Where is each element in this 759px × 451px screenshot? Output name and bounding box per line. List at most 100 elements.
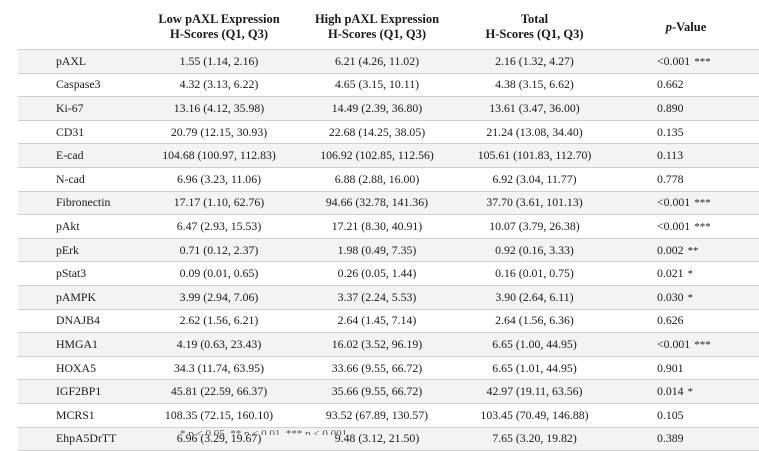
p-value: 0.030: [657, 289, 684, 304]
low-hscore-cell: 0.71 (0.12, 2.37): [140, 238, 298, 263]
row-label: CD31: [18, 120, 140, 145]
table-footnote: * p < 0.05, ** p < 0.01, *** p < 0.001: [180, 428, 348, 435]
header-total-line2: H-Scores (Q1, Q3): [485, 27, 584, 41]
row-label: EhpA5DrTT: [18, 427, 140, 451]
high-hscore-cell: 94.66 (32.78, 141.36): [298, 191, 456, 216]
header-high-line2: H-Scores (Q1, Q3): [327, 27, 427, 41]
hscore-table: Low pAXL Expression H-Scores (Q1, Q3) Hi…: [18, 6, 759, 451]
header-high-line1: High pAXL Expression: [314, 12, 440, 26]
table-row: EhpA5DrTT 6.96 (3.29, 19.67) 9.48 (3.12, 2…: [18, 427, 759, 451]
header-p-italic: p: [665, 19, 672, 34]
row-label: N-cad: [18, 167, 140, 192]
header-total-line1: Total: [520, 12, 549, 26]
low-hscore-cell: 45.81 (22.59, 66.37): [140, 379, 298, 404]
p-value-cell: 0.778: [613, 167, 759, 192]
table-row: MCRS1 108.35 (72.15, 160.10) 93.52 (67.89,…: [18, 403, 759, 428]
row-label: pAkt: [18, 214, 140, 239]
p-value: <0.001: [657, 336, 691, 351]
p-value-cell: 0.030 *: [613, 285, 759, 310]
p-value-cell: 0.890: [613, 96, 759, 121]
low-hscore-cell: 20.79 (12.15, 30.93): [140, 120, 298, 145]
header-total: Total H-Scores (Q1, Q3): [456, 6, 613, 50]
table-row: N-cad 6.96 (3.23, 11.06) 6.88 (2.88, 16.00…: [18, 167, 759, 192]
p-value-cell: 0.021 *: [613, 261, 759, 286]
row-label: DNAJB4: [18, 309, 140, 334]
high-hscore-cell: 17.21 (8.30, 40.91): [298, 214, 456, 239]
p-value-cell: 0.626: [613, 309, 759, 334]
high-hscore-cell: 1.98 (0.49, 7.35): [298, 238, 456, 263]
p-value: 0.389: [657, 431, 684, 446]
p-value: 0.778: [657, 171, 684, 186]
row-label: pAMPK: [18, 285, 140, 310]
p-value-cell: 0.389: [613, 427, 759, 451]
table-body: pAXL 1.55 (1.14, 2.16) 6.21 (4.26, 11.02) 2…: [18, 49, 759, 451]
total-hscore-cell: 103.45 (70.49, 146.88): [456, 403, 613, 428]
low-hscore-cell: 17.17 (1.10, 62.76): [140, 191, 298, 216]
total-hscore-cell: 105.61 (101.83, 112.70): [456, 143, 613, 168]
low-hscore-cell: 1.55 (1.14, 2.16): [140, 49, 298, 74]
p-value-cell: 0.105: [613, 403, 759, 428]
table-row: Ki-67 13.16 (4.12, 35.98) 14.49 (2.39, 36.…: [18, 96, 759, 121]
row-label: IGF2BP1: [18, 379, 140, 404]
total-hscore-cell: 10.07 (3.79, 26.38): [456, 214, 613, 239]
row-label: E-cad: [18, 143, 140, 168]
p-value: <0.001: [657, 195, 691, 210]
header-low-line1: Low pAXL Expression: [158, 12, 280, 26]
significance-marker: **: [687, 244, 699, 257]
row-label: pAXL: [18, 49, 140, 74]
header-name: [18, 6, 140, 50]
p-value-cell: 0.135: [613, 120, 759, 145]
header-row: Low pAXL Expression H-Scores (Q1, Q3) Hi…: [18, 6, 759, 50]
header-high: High pAXL Expression H-Scores (Q1, Q3): [298, 6, 456, 50]
table-row: HMGA1 4.19 (0.63, 23.43) 16.02 (3.52, 96.1…: [18, 332, 759, 357]
row-label: Fibronectin: [18, 191, 140, 216]
total-hscore-cell: 6.65 (1.00, 44.95): [456, 332, 613, 357]
p-value-cell: 0.002 **: [613, 238, 759, 263]
significance-marker: ***: [694, 55, 711, 68]
low-hscore-cell: 6.96 (3.23, 11.06): [140, 167, 298, 192]
row-label: Caspase3: [18, 73, 140, 98]
low-hscore-cell: 108.35 (72.15, 160.10): [140, 403, 298, 428]
table-row: HOXA5 34.3 (11.74, 63.95) 33.66 (9.55, 66.…: [18, 356, 759, 381]
significance-marker: ***: [694, 220, 711, 233]
low-hscore-cell: 34.3 (11.74, 63.95): [140, 356, 298, 381]
significance-marker: ***: [694, 338, 711, 351]
low-hscore-cell: 104.68 (100.97, 112.83): [140, 143, 298, 168]
p-value-cell: <0.001 ***: [613, 214, 759, 239]
table-row: pStat3 0.09 (0.01, 0.65) 0.26 (0.05, 1.44)…: [18, 261, 759, 286]
total-hscore-cell: 7.65 (3.20, 19.82): [456, 427, 613, 451]
table-row: pErk 0.71 (0.12, 2.37) 1.98 (0.49, 7.35) 0.…: [18, 238, 759, 263]
p-value-cell: 0.014 *: [613, 379, 759, 404]
high-hscore-cell: 106.92 (102.85, 112.56): [298, 143, 456, 168]
high-hscore-cell: 0.26 (0.05, 1.44): [298, 261, 456, 286]
high-hscore-cell: 93.52 (67.89, 130.57): [298, 403, 456, 428]
row-label: HOXA5: [18, 356, 140, 381]
low-hscore-cell: 2.62 (1.56, 6.21): [140, 309, 298, 334]
significance-marker: *: [687, 291, 694, 304]
total-hscore-cell: 13.61 (3.47, 36.00): [456, 96, 613, 121]
high-hscore-cell: 16.02 (3.52, 96.19): [298, 332, 456, 357]
p-value-cell: <0.001 ***: [613, 332, 759, 357]
header-p-rest: -Value: [671, 19, 707, 34]
table-row: CD31 20.79 (12.15, 30.93) 22.68 (14.25, 38…: [18, 120, 759, 145]
table-row: Caspase3 4.32 (3.13, 6.22) 4.65 (3.15, 10.…: [18, 73, 759, 98]
high-hscore-cell: 22.68 (14.25, 38.05): [298, 120, 456, 145]
table-container: Low pAXL Expression H-Scores (Q1, Q3) Hi…: [18, 6, 759, 451]
total-hscore-cell: 37.70 (3.61, 101.13): [456, 191, 613, 216]
p-value: 0.002: [657, 242, 684, 257]
p-value: 0.662: [657, 77, 684, 92]
table-row: pAkt 6.47 (2.93, 15.53) 17.21 (8.30, 40.91…: [18, 214, 759, 239]
row-label: HMGA1: [18, 332, 140, 357]
total-hscore-cell: 4.38 (3.15, 6.62): [456, 73, 613, 98]
high-hscore-cell: 3.37 (2.24, 5.53): [298, 285, 456, 310]
total-hscore-cell: 0.16 (0.01, 0.75): [456, 261, 613, 286]
p-value-cell: 0.662: [613, 73, 759, 98]
row-label: MCRS1: [18, 403, 140, 428]
low-hscore-cell: 0.09 (0.01, 0.65): [140, 261, 298, 286]
high-hscore-cell: 6.21 (4.26, 11.02): [298, 49, 456, 74]
total-hscore-cell: 3.90 (2.64, 6.11): [456, 285, 613, 310]
p-value: 0.626: [657, 313, 684, 328]
high-hscore-cell: 4.65 (3.15, 10.11): [298, 73, 456, 98]
p-value: 0.105: [657, 407, 684, 422]
row-label: Ki-67: [18, 96, 140, 121]
